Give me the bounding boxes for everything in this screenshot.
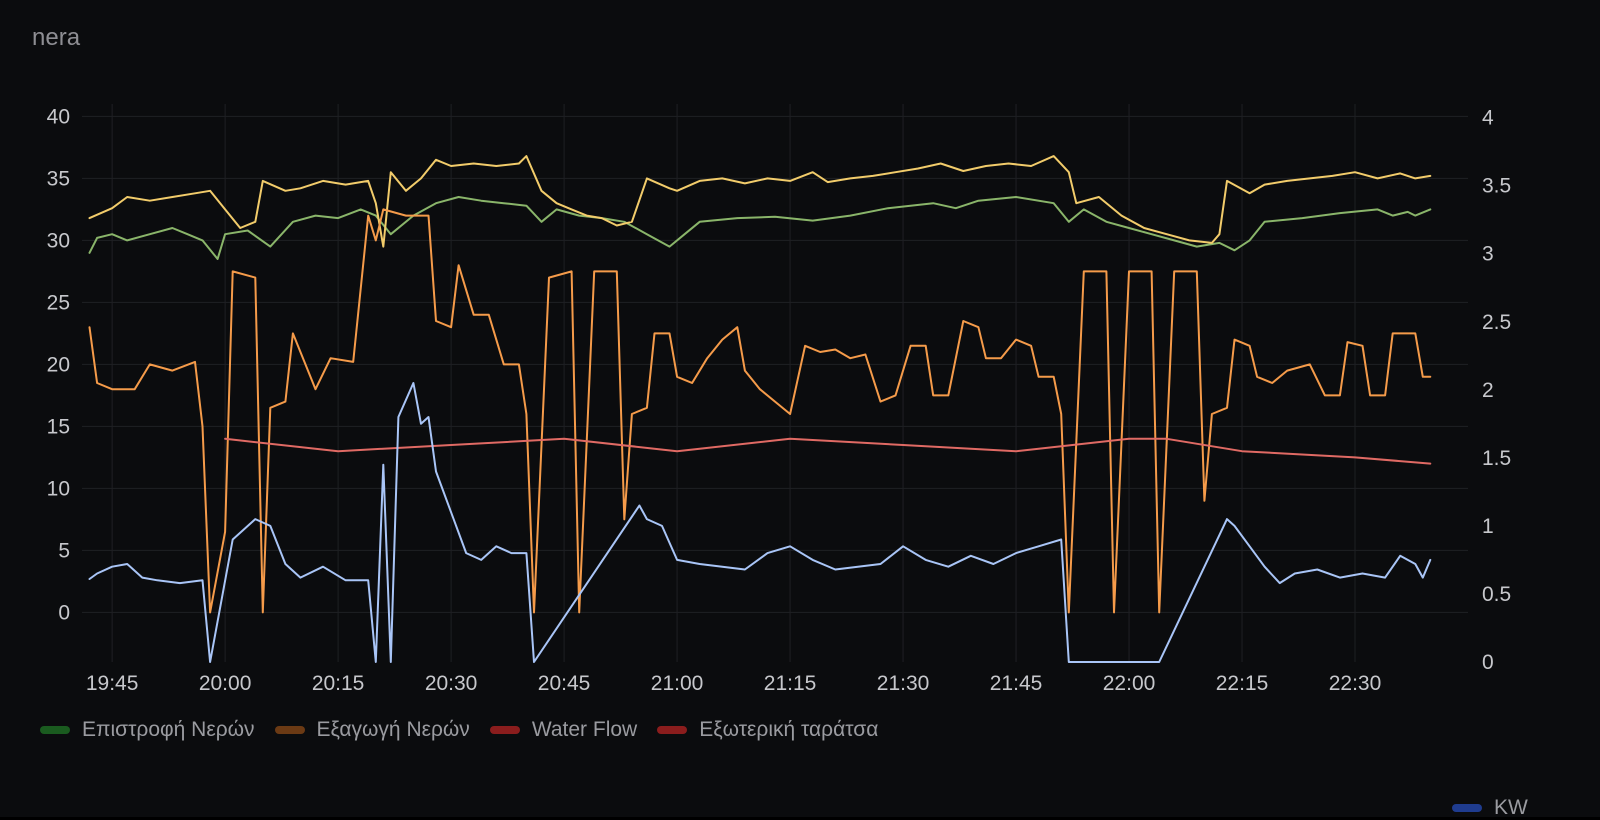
- y-right-tick-label: 3: [1482, 243, 1494, 266]
- x-tick-label: 20:30: [425, 672, 478, 695]
- y-right-tick-label: 2.5: [1482, 311, 1511, 334]
- legend-label-kw: KW: [1494, 796, 1528, 819]
- x-tick-label: 19:45: [86, 672, 139, 695]
- x-tick-label: 21:00: [651, 672, 704, 695]
- series-line-supply: [88, 155, 1432, 248]
- x-tick-label: 22:30: [1329, 672, 1382, 695]
- x-tick-label: 20:15: [312, 672, 365, 695]
- y-left-tick-label: 25: [47, 291, 70, 314]
- legend-label-outdoor: Εξωτερική ταράτσα: [699, 718, 879, 741]
- x-tick-label: 21:45: [990, 672, 1043, 695]
- legend-swatch-supply: [274, 726, 305, 734]
- y-right-tick-label: 1: [1482, 515, 1494, 538]
- legend-swatch-water-flow: [489, 726, 520, 734]
- y-left-tick-label: 20: [47, 353, 70, 376]
- legend-swatch-kw: [1452, 804, 1482, 812]
- legend: Επιστροφή Νερών Εξαγωγή Νερών Water Flow…: [40, 718, 878, 742]
- legend-label-return: Επιστροφή Νερών: [82, 718, 255, 741]
- y-right-tick-label: 1.5: [1482, 447, 1511, 470]
- series-line-flow: [88, 208, 1432, 614]
- legend-swatch-return: [40, 726, 70, 734]
- legend-label-supply: Εξαγωγή Νερών: [316, 718, 470, 741]
- y-right-tick-label: 0.5: [1482, 583, 1511, 606]
- legend-item-kw[interactable]: KW: [1452, 796, 1528, 820]
- y-left-tick-label: 5: [58, 539, 70, 562]
- x-tick-label: 20:45: [538, 672, 591, 695]
- y-right-tick-label: 0: [1482, 651, 1494, 674]
- x-tick-label: 21:15: [764, 672, 817, 695]
- legend-item-return[interactable]: Επιστροφή Νερών: [40, 718, 255, 742]
- y-right-tick-label: 2: [1482, 379, 1494, 402]
- y-left-tick-label: 10: [47, 477, 70, 500]
- x-tick-label: 20:00: [199, 672, 252, 695]
- axis-labels: 0 5 10 15 20 25 30 35 40 0 0.5 1 1.5 2 2.5 3 3.5 4 19:45 20…: [47, 105, 1512, 695]
- panel-title: nera: [32, 24, 81, 51]
- y-left-tick-label: 15: [47, 415, 70, 438]
- series-line-return: [88, 196, 1432, 260]
- series-line-kw: [88, 382, 1432, 663]
- legend-label-water-flow: Water Flow: [531, 718, 638, 741]
- series-layer: [88, 155, 1432, 663]
- x-tick-label: 22:00: [1103, 672, 1156, 695]
- legend-item-outdoor[interactable]: Εξωτερική ταράτσα: [657, 718, 878, 742]
- y-right-tick-label: 4: [1482, 107, 1494, 130]
- y-left-tick-label: 0: [58, 601, 70, 624]
- y-left-tick-label: 35: [47, 167, 70, 190]
- legend-item-supply[interactable]: Εξαγωγή Νερών: [274, 718, 470, 742]
- series-line-outdoor: [224, 437, 1432, 465]
- legend-item-water-flow[interactable]: Water Flow: [489, 718, 638, 742]
- y-left-tick-label: 30: [47, 229, 70, 252]
- x-tick-label: 21:30: [877, 672, 930, 695]
- grid: [82, 104, 1468, 662]
- x-tick-label: 22:15: [1216, 672, 1269, 695]
- y-right-tick-label: 3.5: [1482, 175, 1511, 198]
- legend-swatch-outdoor: [657, 726, 688, 734]
- y-left-tick-label: 40: [47, 105, 70, 128]
